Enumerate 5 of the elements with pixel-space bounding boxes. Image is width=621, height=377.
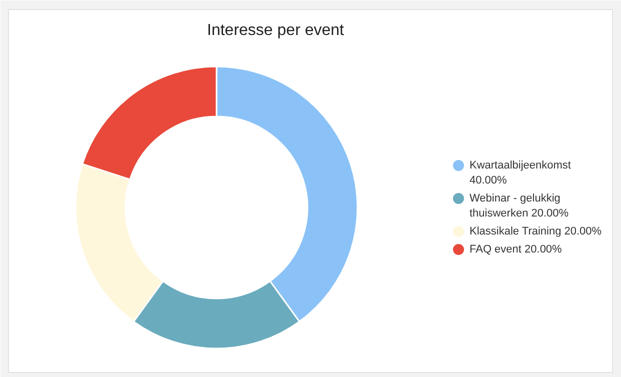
legend-label: Kwartaalbijeenkomst 40.00% bbox=[470, 160, 571, 186]
legend-label: Klassikale Training 20.00% bbox=[470, 226, 602, 238]
chart-title: Interesse per event bbox=[207, 22, 345, 39]
legend-label: FAQ event 20.00% bbox=[470, 244, 562, 256]
legend-label: Webinar - gelukkig thuiswerken 20.00% bbox=[470, 192, 569, 220]
